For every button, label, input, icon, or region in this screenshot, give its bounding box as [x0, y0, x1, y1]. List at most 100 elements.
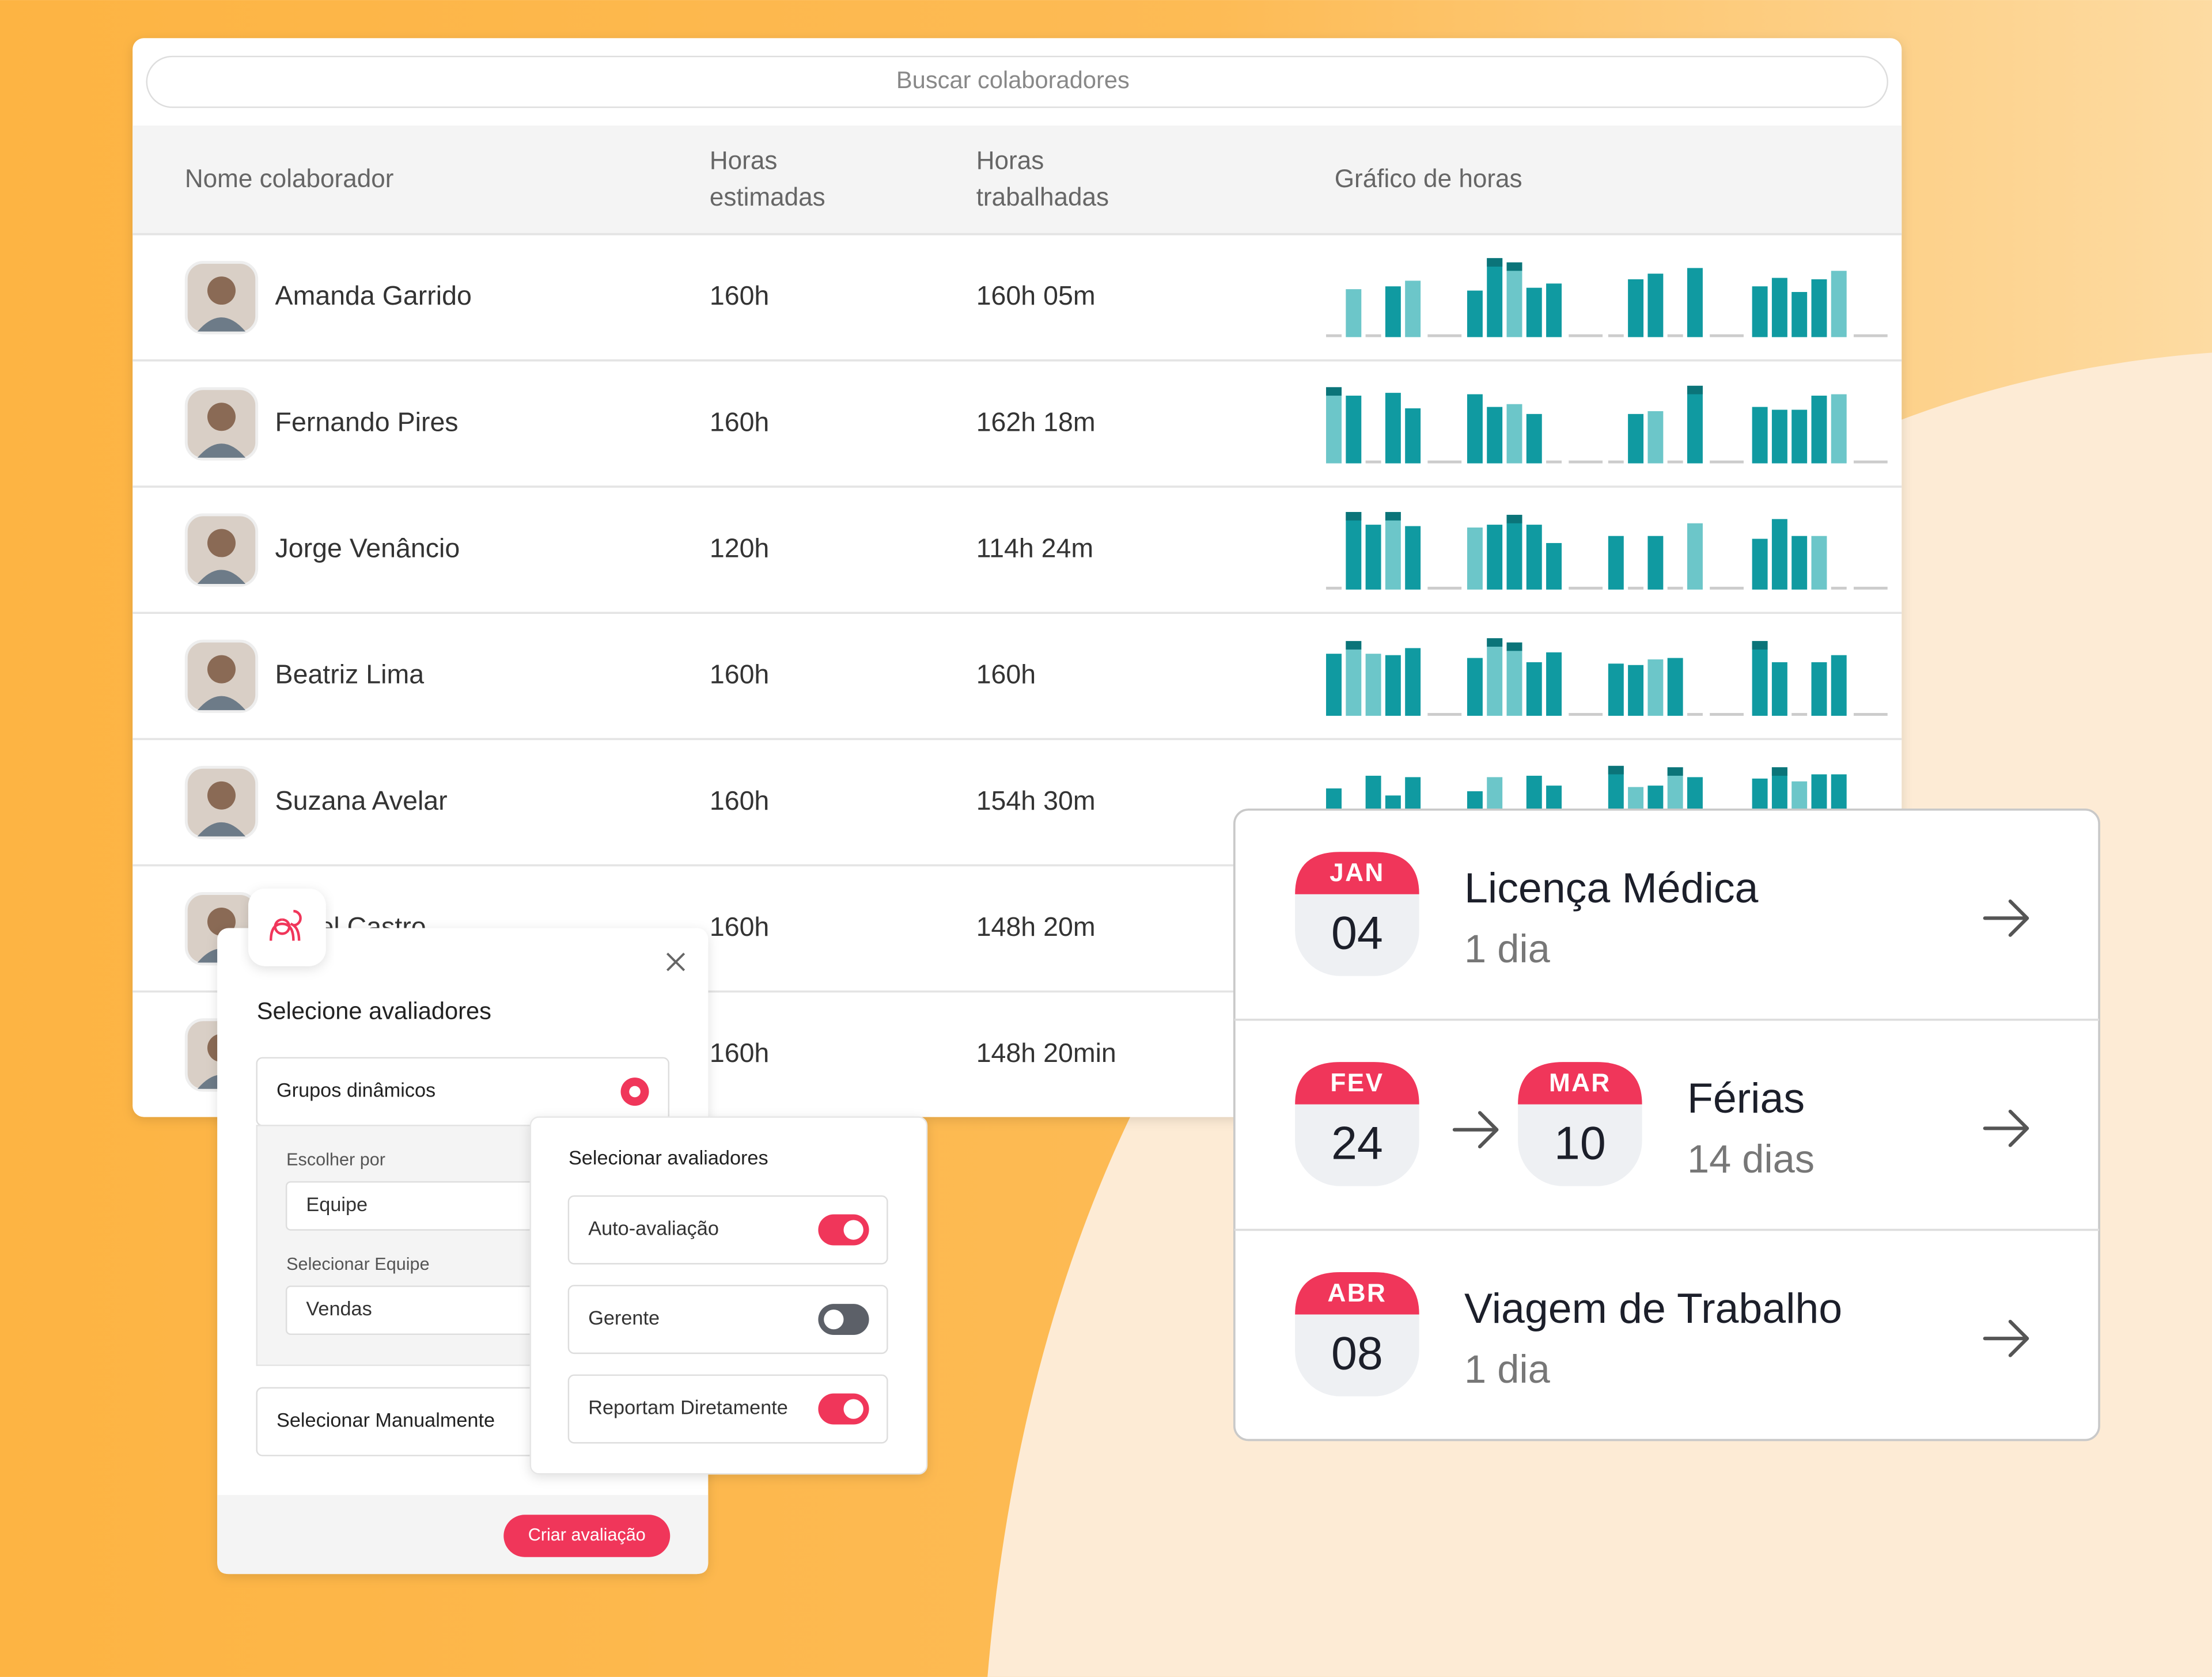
estimated-hours: 160h: [710, 659, 769, 689]
chart-bar: [1405, 408, 1421, 464]
chart-stub: [1427, 460, 1462, 464]
chart-bar: [1385, 393, 1401, 464]
chart-stub: [1667, 586, 1683, 590]
worked-hours: 162h 18m: [976, 407, 1096, 437]
chart-bar-cap: [1687, 385, 1703, 394]
chart-bar: [1487, 407, 1503, 464]
chart-bar: [1831, 271, 1847, 337]
chart-stub: [1831, 586, 1847, 590]
worked-hours: 160h: [976, 659, 1036, 689]
chart-bar: [1687, 385, 1703, 464]
chart-stub: [1365, 460, 1381, 464]
chart-stub: [1569, 586, 1603, 590]
select-value: Vendas: [306, 1298, 372, 1320]
chart-bar: [1506, 404, 1522, 464]
chart-stub: [1569, 460, 1603, 464]
chart-bar: [1608, 663, 1624, 716]
chart-bar-cap: [1506, 642, 1522, 651]
chart-bar: [1771, 409, 1787, 464]
worked-hours: 114h 24m: [976, 533, 1093, 563]
chart-stub: [1326, 334, 1342, 337]
chart-bar: [1687, 268, 1703, 337]
chart-stub: [1853, 460, 1888, 464]
submit-button[interactable]: [503, 1515, 671, 1557]
chart-bar-cap: [1487, 638, 1503, 647]
chart-stub: [1326, 586, 1342, 590]
chart-bar-cap: [1752, 641, 1768, 650]
estimated-hours: 160h: [710, 407, 769, 437]
avatar-head: [207, 781, 236, 810]
calendar-header: [1295, 1272, 1419, 1315]
chart-bar: [1467, 394, 1483, 464]
estimated-hours: 160h: [710, 786, 769, 815]
chart-bar: [1405, 280, 1421, 337]
chart-bar-cap: [1506, 262, 1522, 271]
calendar-header: [1295, 852, 1419, 894]
people-icon: [270, 909, 302, 941]
reviewers-panel: Selecionar avaliadores Auto-avaliação Gere…: [529, 1116, 928, 1475]
calendar-month: FEV: [1330, 1069, 1384, 1097]
chart-bar: [1365, 654, 1381, 716]
event-title: Férias: [1687, 1074, 1805, 1122]
close-button[interactable]: [666, 953, 685, 972]
avatar-head: [207, 655, 236, 684]
chart-bar-cap: [1487, 258, 1503, 267]
chart-bar: [1487, 638, 1503, 716]
range-arrow: [1452, 1111, 1499, 1149]
chart-bar: [1771, 662, 1787, 716]
chart-stub: [1710, 334, 1744, 337]
chart-bar: [1811, 536, 1827, 590]
estimated-hours: 160h: [710, 912, 769, 942]
chart-bar: [1647, 274, 1664, 337]
avatar-body: [197, 570, 246, 584]
search-box[interactable]: [146, 55, 1888, 108]
open-arrow[interactable]: [1983, 1319, 2029, 1357]
open-arrow[interactable]: [1983, 1109, 2029, 1147]
column-header: Horas: [976, 146, 1044, 174]
chart-bar: [1791, 292, 1808, 337]
chart-stub: [1687, 713, 1703, 716]
chart-bar-cap: [1346, 641, 1362, 650]
open-arrow[interactable]: [1983, 899, 2029, 937]
chart-bar: [1608, 536, 1624, 590]
calendar-month: JAN: [1330, 859, 1385, 887]
chart-bar: [1385, 655, 1401, 716]
chart-stub: [1853, 334, 1888, 337]
event-duration: 1 dia: [1464, 1347, 1551, 1391]
chart-bar: [1791, 409, 1808, 464]
chart-bar-cap: [1326, 387, 1342, 396]
chart-bar: [1647, 411, 1664, 464]
chart-bar-cap: [1771, 767, 1787, 776]
chart-bar: [1628, 279, 1644, 337]
chart-bar: [1791, 536, 1808, 590]
avatar-body: [197, 317, 246, 332]
chart-stub: [1628, 586, 1644, 590]
chart-stub: [1546, 460, 1562, 464]
chart-bar-cap: [1506, 514, 1522, 523]
estimated-hours: 160h: [710, 280, 769, 310]
chart-bar: [1526, 525, 1542, 590]
chart-bar-cap: [1385, 512, 1401, 521]
chart-bar: [1647, 536, 1664, 590]
chart-stub: [1710, 460, 1744, 464]
chart-bar: [1771, 519, 1787, 590]
chart-bar: [1346, 396, 1362, 464]
avatar-head: [207, 529, 236, 557]
chart-stub: [1791, 713, 1808, 716]
calendar-day: 08: [1331, 1327, 1383, 1379]
worked-hours: 160h 05m: [976, 280, 1096, 310]
avatar-head: [207, 403, 236, 431]
option-label: Grupos dinâmicos: [276, 1080, 435, 1102]
chart-bar: [1385, 286, 1401, 337]
chart-bar: [1811, 662, 1827, 716]
calendar-header: [1295, 1062, 1419, 1105]
chart-bar: [1526, 287, 1542, 337]
employee-name: Suzana Avelar: [275, 786, 448, 815]
toggle-knob: [843, 1399, 863, 1419]
chart-bar: [1326, 654, 1342, 716]
events-card: JAN 04 Licença Médica 1 dia FEV 24 MAR 10 Férias…: [1233, 808, 2100, 1441]
radio-dot: [629, 1086, 641, 1098]
chart-stub: [1853, 586, 1888, 590]
card: [1233, 808, 2100, 1441]
